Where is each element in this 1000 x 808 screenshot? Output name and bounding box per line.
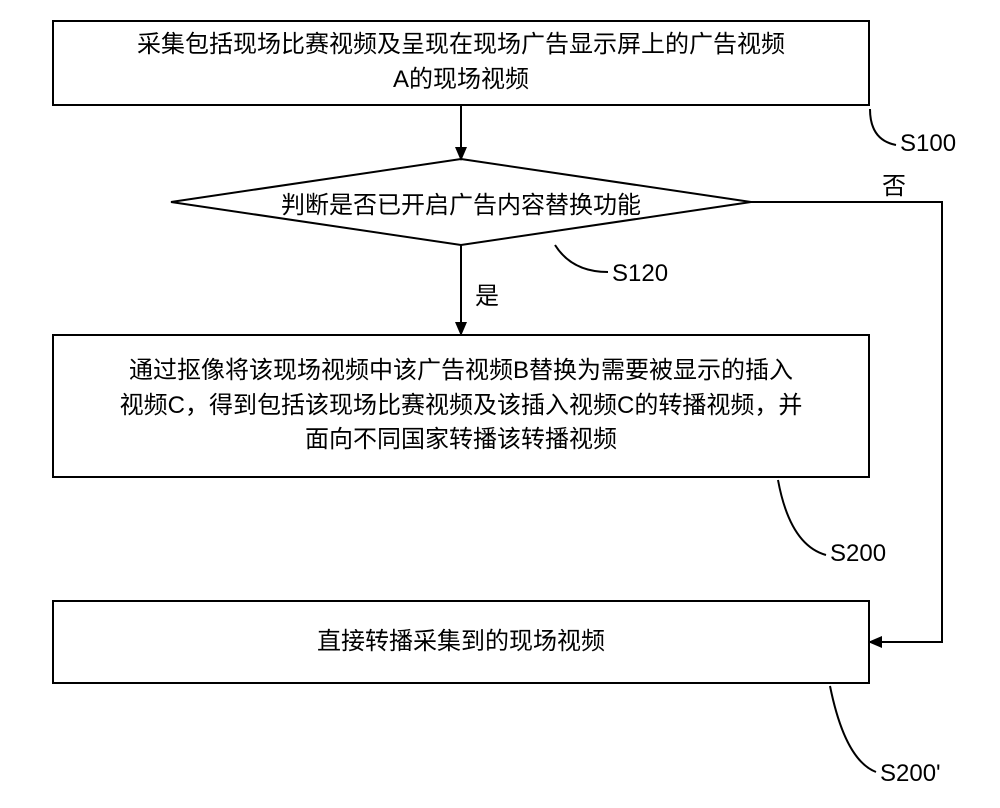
label-curve-s200p <box>830 686 876 772</box>
edge-label-no: 否 <box>880 166 908 201</box>
node-decision-text-wrap: 判断是否已开启广告内容替换功能 <box>171 159 751 245</box>
step-label-s200: S200 <box>830 540 886 568</box>
node-replace-ad-text: 通过抠像将该现场视频中该广告视频B替换为需要被显示的插入 视频C，得到包括该现场… <box>110 350 813 462</box>
node-collect-video-text: 采集包括现场比赛视频及呈现在现场广告显示屏上的广告视频 A的现场视频 <box>127 24 795 102</box>
edge-label-yes: 是 <box>473 276 501 311</box>
step-label-s200p: S200' <box>880 760 941 788</box>
node-collect-video: 采集包括现场比赛视频及呈现在现场广告显示屏上的广告视频 A的现场视频 <box>52 20 870 106</box>
node-direct-broadcast-text: 直接转播采集到的现场视频 <box>307 621 615 664</box>
step-label-s120: S120 <box>612 260 668 288</box>
node-decision-text: 判断是否已开启广告内容替换功能 <box>281 185 641 220</box>
node-replace-ad: 通过抠像将该现场视频中该广告视频B替换为需要被显示的插入 视频C，得到包括该现场… <box>52 334 870 478</box>
flowchart-canvas: 采集包括现场比赛视频及呈现在现场广告显示屏上的广告视频 A的现场视频 通过抠像将… <box>0 0 1000 808</box>
node-direct-broadcast: 直接转播采集到的现场视频 <box>52 600 870 684</box>
label-curve-s100 <box>870 109 896 145</box>
label-curve-s200 <box>778 480 826 555</box>
label-curve-s120 <box>555 245 608 272</box>
step-label-s100: S100 <box>900 130 956 158</box>
